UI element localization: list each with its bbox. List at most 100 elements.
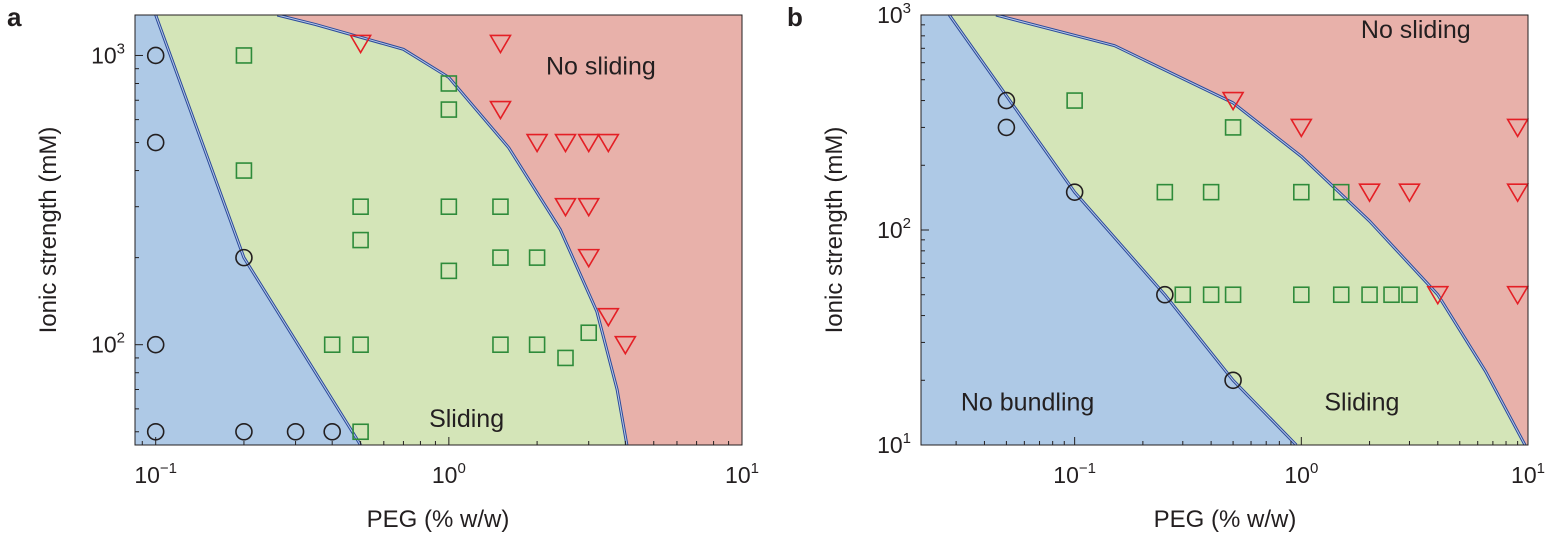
plot-frame xyxy=(134,14,743,446)
triangle-marker xyxy=(554,197,577,218)
triangle-marker xyxy=(489,34,512,55)
square-marker xyxy=(1361,286,1378,304)
triangle-marker xyxy=(349,34,372,55)
y-tick-label: 103 xyxy=(877,0,911,28)
square-marker xyxy=(1293,286,1310,304)
square-marker xyxy=(492,249,509,266)
circle-marker xyxy=(146,335,165,354)
phase-boundary-highlight xyxy=(277,15,628,445)
square-marker xyxy=(1202,183,1220,201)
square-marker xyxy=(1332,286,1350,304)
triangle-marker xyxy=(1398,183,1421,203)
square-marker xyxy=(1066,92,1083,109)
triangle-marker xyxy=(1221,91,1245,112)
triangle-marker xyxy=(1289,118,1313,138)
triangle-marker xyxy=(577,197,601,218)
x-axis-ticks: 10−1 100 101 xyxy=(134,437,759,488)
square-marker xyxy=(492,336,509,353)
triangle-marker xyxy=(554,133,577,154)
square-marker xyxy=(440,101,458,118)
y-axis-ticks: 101 102 103 xyxy=(877,0,929,458)
panel-b: b No sliding Sliding No bundling 10−1 100… xyxy=(787,0,1545,533)
square-marker xyxy=(352,423,369,441)
square-marker xyxy=(352,198,369,215)
triangle-marker xyxy=(489,100,512,121)
x-tick-label: 101 xyxy=(725,460,759,488)
square-marker xyxy=(528,336,546,353)
square-marker xyxy=(1202,286,1220,304)
square-marker xyxy=(1174,286,1192,304)
triangle-marker xyxy=(577,133,601,154)
region-label-no-sliding: No sliding xyxy=(546,52,656,80)
region-label-sliding: Sliding xyxy=(429,405,504,433)
square-marker xyxy=(235,47,253,64)
circle-marker xyxy=(1156,285,1174,304)
x-tick-label: 100 xyxy=(1284,460,1318,488)
y-tick-label: 103 xyxy=(91,40,125,68)
no-bundling-region xyxy=(921,15,1297,445)
phase-boundary-highlight xyxy=(948,15,1297,445)
circle-marker xyxy=(1224,371,1242,390)
panel-a: a No sliding Sliding 10−1 100 101 102 103 P… xyxy=(7,2,759,533)
region-label-sliding: Sliding xyxy=(1324,388,1399,416)
x-tick-label: 100 xyxy=(432,460,466,488)
circle-marker xyxy=(323,422,341,441)
y-tick-label: 101 xyxy=(877,430,911,458)
triangle-marker xyxy=(1358,183,1381,203)
square-marker xyxy=(1383,286,1400,304)
circle-marker xyxy=(146,133,165,152)
square-marker xyxy=(1156,183,1174,201)
triangle-marker xyxy=(596,133,620,154)
no-bundling-region xyxy=(135,15,361,445)
circle-marker xyxy=(235,248,253,267)
y-axis-ticks: 102 103 xyxy=(91,40,143,433)
square-marker xyxy=(1332,183,1350,201)
x-axis-label: PEG (% w/w) xyxy=(367,506,510,533)
x-tick-label: 10−1 xyxy=(1053,460,1096,488)
y-tick-label: 102 xyxy=(877,215,911,243)
triangle-marker xyxy=(1506,285,1530,306)
x-tick-label: 101 xyxy=(1511,460,1545,488)
square-marker xyxy=(557,349,574,367)
square-marker xyxy=(352,336,369,353)
x-tick-label: 10−1 xyxy=(134,460,177,488)
phase-boundary-highlight xyxy=(155,15,362,445)
circle-marker xyxy=(286,422,305,441)
region-label-no-sliding: No sliding xyxy=(1361,16,1471,44)
square-marker xyxy=(440,262,458,280)
panel-label: b xyxy=(787,2,803,32)
circle-marker xyxy=(235,422,253,441)
phase-regions xyxy=(921,15,1528,445)
region-label-no-bundling: No bundling xyxy=(961,388,1094,416)
panel-label: a xyxy=(7,2,22,32)
x-axis-label: PEG (% w/w) xyxy=(1154,506,1297,533)
triangle-marker xyxy=(1506,183,1530,203)
square-marker xyxy=(1293,183,1310,201)
x-axis-ticks: 10−1 100 101 xyxy=(955,437,1545,488)
y-tick-label: 102 xyxy=(91,330,125,358)
circle-marker xyxy=(997,118,1016,137)
data-markers xyxy=(997,91,1530,390)
circle-marker xyxy=(997,91,1016,110)
square-marker xyxy=(492,198,509,215)
circle-marker xyxy=(1065,183,1084,201)
circle-marker xyxy=(146,46,165,65)
phase-boundary-highlight xyxy=(995,15,1526,445)
y-axis-label: Ionic strength (mM) xyxy=(821,127,848,334)
data-markers xyxy=(146,34,637,441)
square-marker xyxy=(528,249,546,266)
y-axis-label: Ionic strength (mM) xyxy=(35,127,62,334)
square-marker xyxy=(1224,119,1242,136)
square-marker xyxy=(323,336,341,353)
square-marker xyxy=(580,324,598,342)
square-marker xyxy=(1224,286,1242,304)
triangle-marker xyxy=(613,335,637,356)
triangle-marker xyxy=(596,307,620,328)
square-marker xyxy=(440,198,458,215)
square-marker xyxy=(440,75,458,92)
square-marker xyxy=(1401,286,1418,304)
triangle-marker xyxy=(1506,118,1530,138)
square-marker xyxy=(352,231,369,249)
square-marker xyxy=(235,162,253,179)
